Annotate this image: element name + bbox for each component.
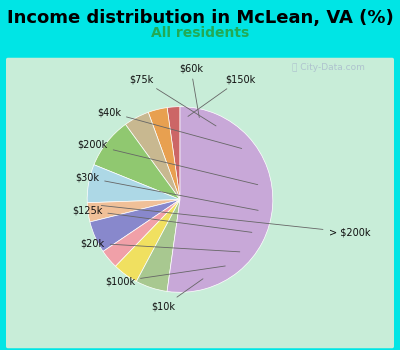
FancyBboxPatch shape bbox=[6, 58, 394, 348]
Text: $100k: $100k bbox=[105, 266, 225, 286]
Text: $150k: $150k bbox=[188, 75, 255, 117]
Wedge shape bbox=[126, 112, 180, 200]
Wedge shape bbox=[90, 199, 180, 251]
Wedge shape bbox=[136, 199, 180, 292]
Text: $40k: $40k bbox=[97, 107, 242, 148]
Wedge shape bbox=[87, 199, 180, 222]
Text: $75k: $75k bbox=[130, 75, 216, 126]
Wedge shape bbox=[148, 107, 180, 200]
Text: All residents: All residents bbox=[151, 26, 249, 40]
Wedge shape bbox=[87, 165, 180, 203]
Text: $60k: $60k bbox=[179, 63, 203, 118]
Text: $20k: $20k bbox=[80, 238, 240, 252]
Wedge shape bbox=[167, 107, 180, 200]
Text: $30k: $30k bbox=[75, 173, 258, 210]
Text: Income distribution in McLean, VA (%): Income distribution in McLean, VA (%) bbox=[7, 9, 393, 27]
Text: $10k: $10k bbox=[152, 279, 203, 312]
Text: > $200k: > $200k bbox=[101, 205, 370, 237]
Text: $125k: $125k bbox=[72, 205, 252, 232]
Wedge shape bbox=[103, 199, 180, 266]
Text: $200k: $200k bbox=[78, 140, 258, 185]
Wedge shape bbox=[167, 107, 273, 292]
Wedge shape bbox=[94, 124, 180, 200]
Text: ⓘ City-Data.com: ⓘ City-Data.com bbox=[292, 63, 364, 72]
Wedge shape bbox=[116, 199, 180, 281]
